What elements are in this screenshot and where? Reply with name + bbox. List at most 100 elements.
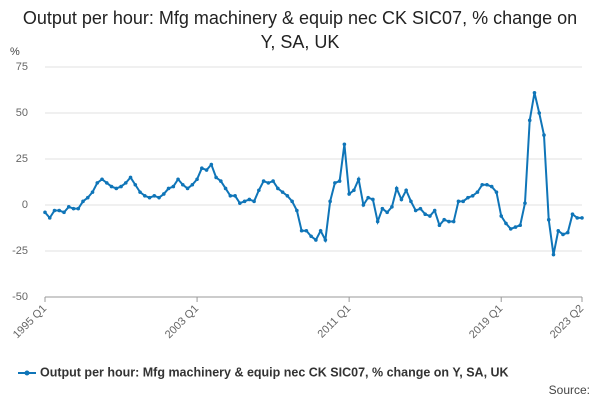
point <box>380 206 385 211</box>
point <box>347 192 351 196</box>
point <box>561 232 565 237</box>
point <box>485 182 489 187</box>
x-tick-label: 2011 Q1 <box>316 303 354 341</box>
point <box>100 177 104 182</box>
point <box>276 186 280 191</box>
point <box>565 230 570 235</box>
point <box>90 190 95 194</box>
point <box>71 206 76 211</box>
x-tick-label: 2003 Q1 <box>163 303 201 341</box>
point <box>575 216 580 220</box>
point <box>171 184 176 189</box>
point <box>295 208 299 213</box>
point <box>394 186 399 191</box>
point <box>413 208 418 213</box>
point <box>504 221 508 226</box>
point <box>128 175 133 180</box>
point <box>261 179 266 183</box>
point <box>537 111 542 115</box>
point <box>518 223 523 228</box>
point <box>52 208 57 213</box>
point <box>62 210 66 215</box>
point <box>323 238 328 242</box>
point <box>190 182 195 187</box>
point <box>337 179 342 183</box>
point <box>242 199 247 204</box>
y-tick-label: 25 <box>16 153 28 165</box>
point <box>580 216 584 220</box>
point <box>238 201 242 205</box>
point <box>47 216 52 220</box>
point <box>133 182 138 187</box>
point <box>494 190 499 194</box>
point <box>390 205 394 209</box>
point <box>371 197 375 202</box>
point <box>333 181 337 185</box>
point <box>223 186 228 191</box>
point <box>470 194 475 198</box>
point <box>556 228 561 233</box>
point <box>551 252 556 257</box>
point <box>546 217 551 222</box>
y-tick-label: 50 <box>16 107 28 119</box>
point <box>233 194 237 198</box>
point <box>114 186 119 191</box>
point <box>314 238 318 242</box>
y-tick-label: -25 <box>12 245 28 257</box>
x-tick-label: 2019 Q1 <box>467 303 505 341</box>
point <box>152 194 157 198</box>
point <box>385 210 389 215</box>
point <box>181 182 185 187</box>
point <box>356 177 361 182</box>
point <box>352 188 356 193</box>
point <box>428 214 432 218</box>
point <box>109 184 114 189</box>
point <box>432 208 437 213</box>
y-tick-label: 0 <box>22 199 28 211</box>
point <box>442 217 446 222</box>
point <box>423 212 427 216</box>
point <box>214 175 218 180</box>
y-tick-label: 75 <box>16 61 28 73</box>
point <box>76 206 81 211</box>
x-tick-label: 1995 Q1 <box>11 303 49 341</box>
source: Source: <box>549 383 590 397</box>
point <box>166 186 171 191</box>
point <box>513 225 518 229</box>
point <box>404 188 408 193</box>
point <box>271 179 275 183</box>
point <box>375 219 380 224</box>
point <box>81 199 85 204</box>
legend-label: Output per hour: Mfg machinery & equip n… <box>40 365 509 379</box>
point <box>532 90 537 95</box>
point <box>523 201 527 205</box>
y-tick-label: -50 <box>12 291 28 303</box>
point <box>399 197 404 202</box>
series-line <box>44 92 582 255</box>
y-axis-label: % <box>10 46 20 58</box>
point <box>361 203 366 207</box>
point <box>57 208 62 213</box>
point <box>209 162 214 167</box>
point <box>257 188 261 193</box>
point <box>95 181 100 185</box>
point <box>185 186 190 191</box>
point <box>508 227 513 231</box>
point <box>285 194 290 198</box>
legend-marker <box>24 370 30 376</box>
point <box>437 223 442 228</box>
point <box>147 195 152 200</box>
point <box>527 118 532 123</box>
point <box>542 133 546 137</box>
point <box>418 206 423 211</box>
point <box>266 181 271 185</box>
point <box>142 194 147 198</box>
point <box>162 192 166 196</box>
point <box>85 195 90 200</box>
point <box>318 228 323 233</box>
point <box>290 199 294 204</box>
point <box>466 195 470 200</box>
point <box>480 182 485 187</box>
